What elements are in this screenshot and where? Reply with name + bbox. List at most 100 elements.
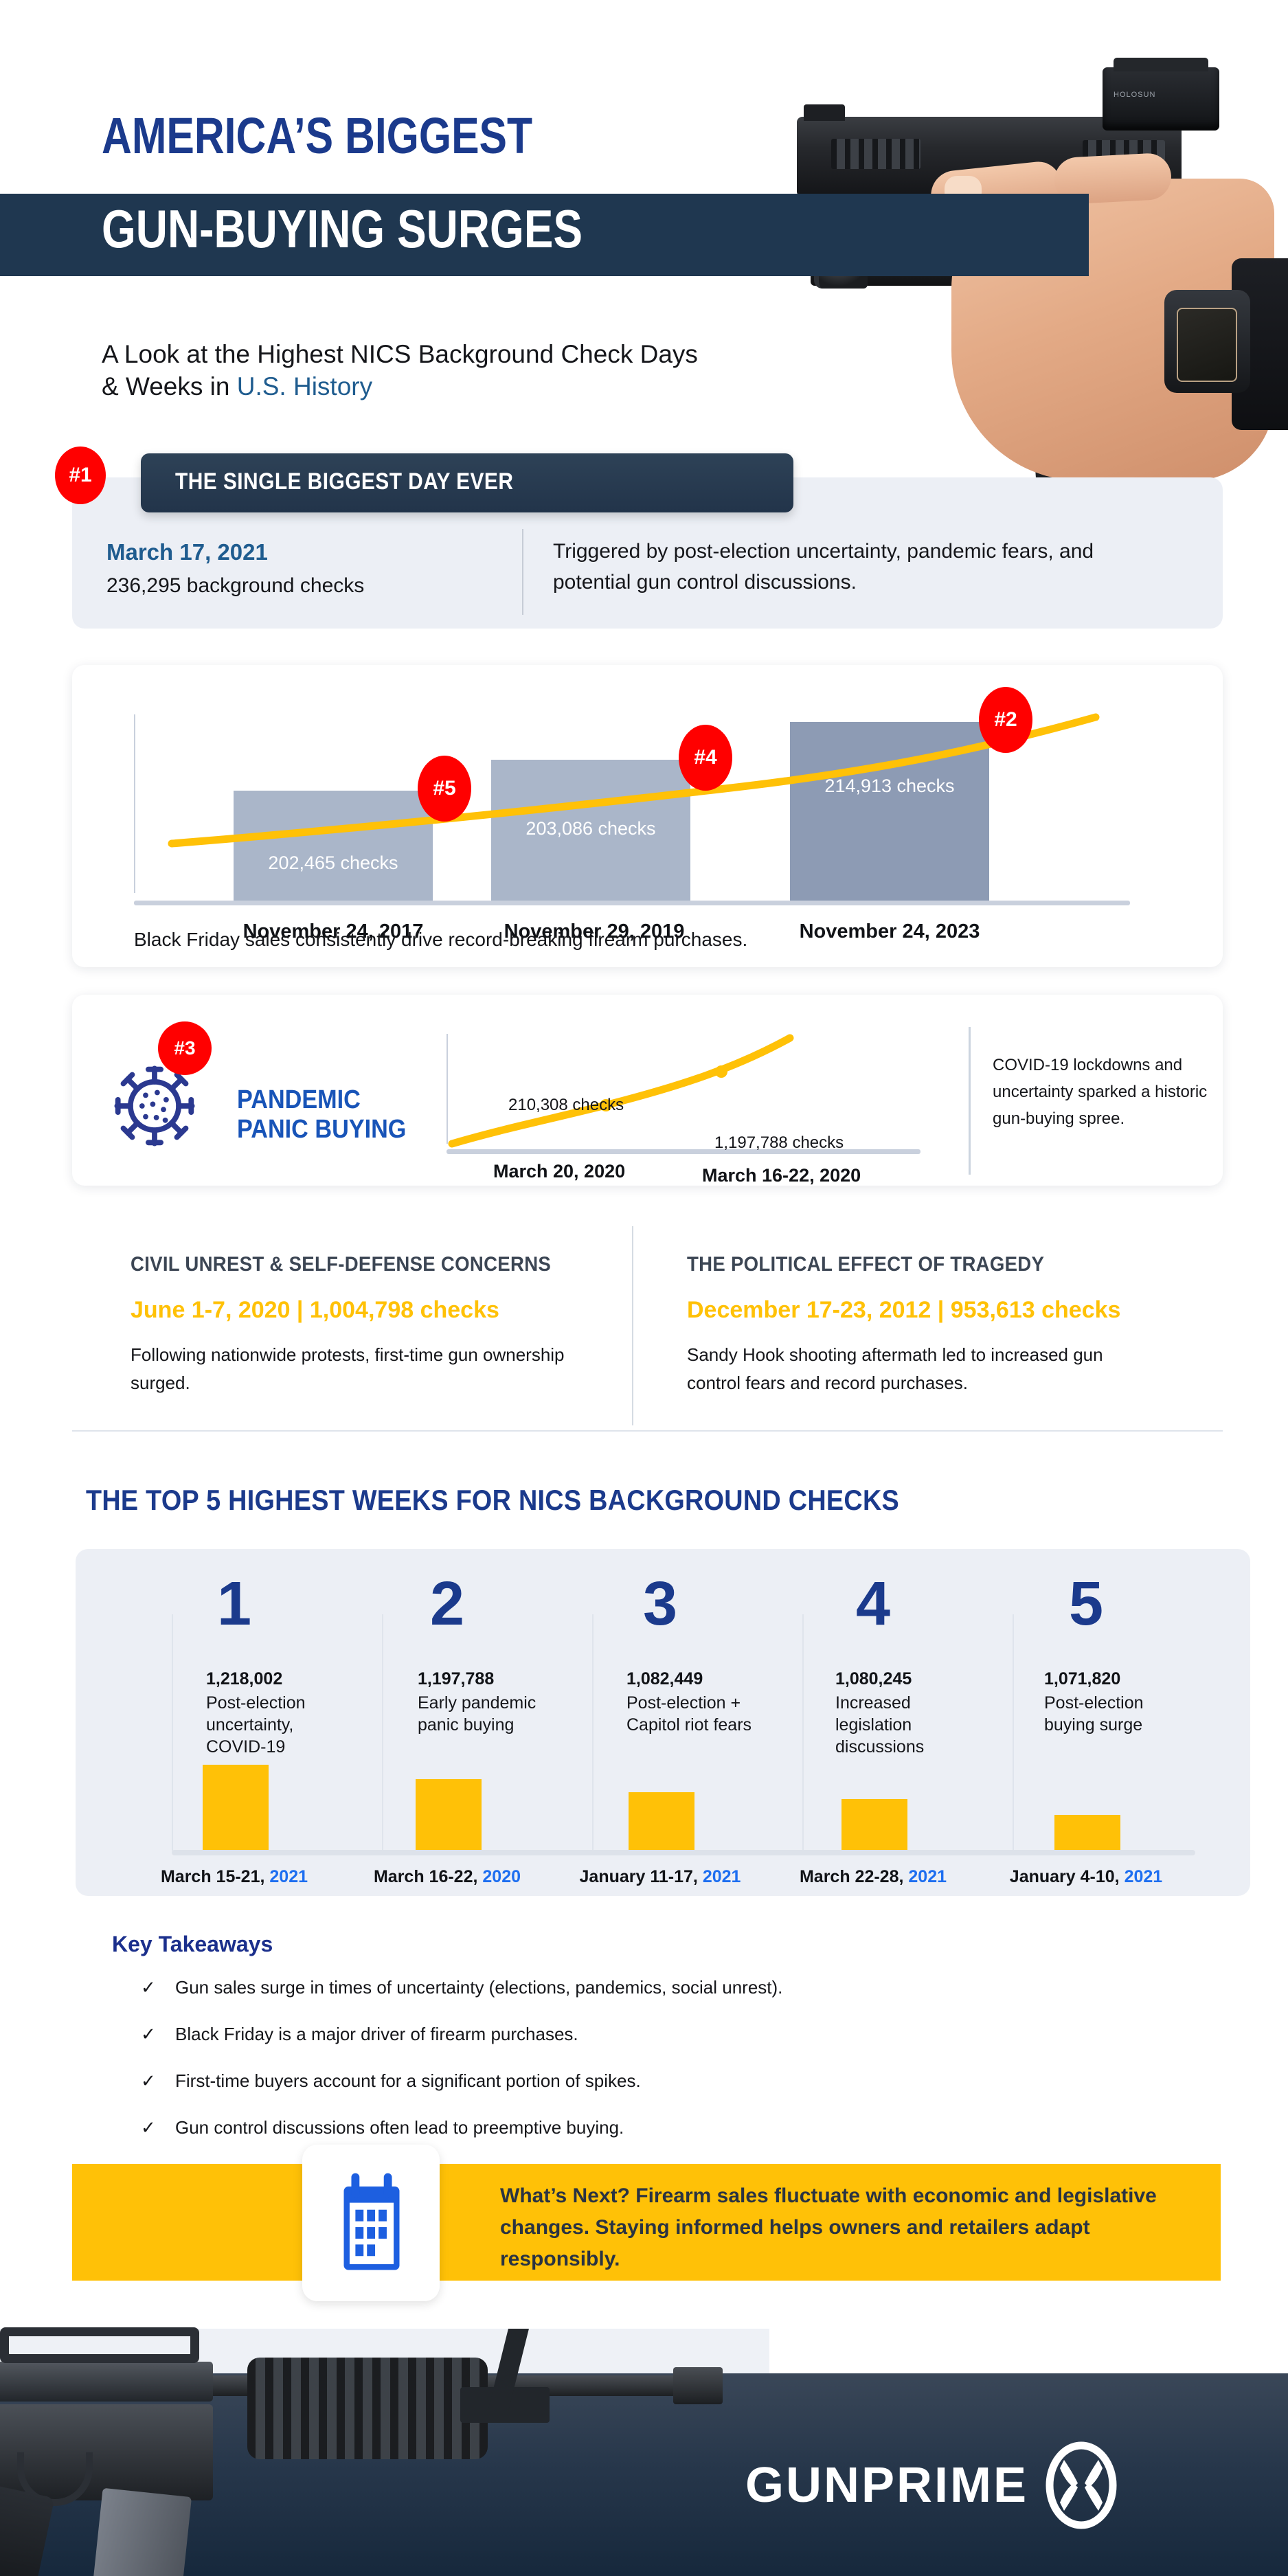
pandemic-chart bbox=[447, 1034, 927, 1154]
subtitle-accent: U.S. History bbox=[236, 372, 373, 401]
rank-badge-3: #3 bbox=[158, 1021, 212, 1075]
political-tragedy-heading: THE POLITICAL EFFECT OF TRAGEDY bbox=[687, 1253, 1045, 1276]
rifle-trigger-guard bbox=[17, 2452, 93, 2506]
top5-date-month-2: March 16-22, bbox=[373, 1867, 478, 1886]
black-friday-chart: 202,465 checks 203,086 checks 214,913 ch… bbox=[134, 706, 1151, 905]
top5-annotation-2: Early pandemic panic buying bbox=[418, 1693, 536, 1735]
top5-bar-wrap-1 bbox=[117, 1759, 352, 1851]
civil-unrest-stat: June 1-7, 2020 | 1,004,798 checks bbox=[131, 1297, 499, 1323]
title-navy-band bbox=[0, 194, 1089, 276]
coronavirus-icon bbox=[114, 1065, 195, 1146]
rifle-carry-handle bbox=[0, 2327, 199, 2363]
page-title-line-1: AMERICA’S BIGGEST bbox=[102, 107, 533, 164]
top5-column-4: 4 bbox=[756, 1549, 991, 1896]
biggest-day-divider bbox=[522, 529, 523, 615]
top5-bar-5 bbox=[1054, 1815, 1120, 1851]
page-title-line-2: GUN-BUYING SURGES bbox=[102, 199, 583, 259]
brand-name: GUNPRIME bbox=[745, 2458, 1029, 2513]
footer-bar bbox=[0, 2373, 1288, 2576]
top5-separator-5 bbox=[1013, 1614, 1014, 1851]
trendline bbox=[168, 713, 1100, 848]
top5-bar-1 bbox=[203, 1765, 269, 1851]
two-column-divider bbox=[632, 1226, 633, 1425]
top5-baseline-axis bbox=[172, 1850, 1195, 1855]
top5-bar-wrap-2 bbox=[330, 1759, 565, 1851]
top5-bar-2 bbox=[416, 1779, 482, 1851]
two-column-bottom-rule bbox=[72, 1430, 1223, 1432]
top5-bar-wrap-3 bbox=[543, 1759, 778, 1851]
top5-value-2: 1,197,788 bbox=[418, 1669, 495, 1688]
rifle-handguard bbox=[247, 2358, 488, 2459]
top5-bar-4 bbox=[841, 1799, 907, 1851]
top5-annotation-1: Post-election uncertainty, COVID-19 bbox=[206, 1693, 306, 1756]
rank-badge-5: #5 bbox=[418, 756, 471, 822]
calendar-icon bbox=[343, 2173, 400, 2270]
top5-separator-1 bbox=[172, 1614, 173, 1851]
top5-date-3: January 11-17, 2021 bbox=[543, 1867, 778, 1887]
top5-rank-4: 4 bbox=[855, 1570, 891, 1638]
red-dot-optic: HOLOSUN bbox=[1103, 58, 1219, 131]
top5-bar-wrap-5 bbox=[969, 1759, 1204, 1851]
bar-label-2017: 202,465 checks bbox=[268, 852, 398, 873]
pandemic-day-value: 210,308 checks bbox=[508, 1096, 624, 1114]
crosshair-logo-icon bbox=[1046, 2441, 1117, 2529]
date-label-2017: November 24, 2017 bbox=[242, 920, 424, 942]
check-icon: ✓ bbox=[141, 1977, 156, 1998]
rifle-upper-receiver bbox=[0, 2362, 213, 2402]
page-subtitle: A Look at the Highest NICS Background Ch… bbox=[102, 338, 720, 403]
check-icon: ✓ bbox=[141, 2024, 156, 2044]
key-takeaway-item-3: First-time buyers account for a signific… bbox=[175, 2070, 641, 2091]
biggest-day-ribbon-title: THE SINGLE BIGGEST DAY EVER bbox=[175, 468, 514, 495]
biggest-day-ribbon: THE SINGLE BIGGEST DAY EVER bbox=[141, 453, 793, 512]
biggest-day-date: March 17, 2021 bbox=[106, 539, 268, 565]
top5-date-1: March 15-21, 2021 bbox=[117, 1867, 352, 1887]
key-takeaway-item-4: Gun control discussions often lead to pr… bbox=[175, 2117, 624, 2138]
top5-section-title: THE TOP 5 HIGHEST WEEKS FOR NICS BACKGRO… bbox=[86, 1484, 900, 1516]
top5-date-month-1: March 15-21, bbox=[160, 1867, 265, 1886]
subtitle-main: A Look at the Highest NICS Background Ch… bbox=[102, 340, 698, 401]
key-takeaways-title: Key Takeaways bbox=[112, 1932, 273, 1956]
top5-bar-3 bbox=[629, 1792, 694, 1851]
black-friday-card: 202,465 checks 203,086 checks 214,913 ch… bbox=[72, 665, 1223, 967]
bar-2019: 203,086 checks bbox=[491, 760, 690, 901]
top5-rank-5: 5 bbox=[1068, 1570, 1104, 1638]
top5-column-3: 3 bbox=[543, 1549, 778, 1896]
top5-value-1: 1,218,002 bbox=[206, 1669, 283, 1688]
top5-separator-2 bbox=[382, 1614, 383, 1851]
rifle-magazine bbox=[89, 2487, 192, 2576]
whats-next-banner bbox=[72, 2164, 1221, 2281]
top5-date-month-4: March 22-28, bbox=[799, 1867, 904, 1886]
top5-annotation-4: Increased legislation discussions bbox=[835, 1693, 925, 1756]
top5-separator-4 bbox=[802, 1614, 804, 1851]
pistol-rear-sight bbox=[804, 104, 845, 121]
smart-watch bbox=[1164, 290, 1250, 393]
top5-annotation-5: Post-election buying surge bbox=[1044, 1693, 1144, 1735]
chart-y-axis bbox=[134, 714, 135, 893]
top5-column-2: 2 bbox=[330, 1549, 565, 1896]
top5-date-2: March 16-22, 2020 bbox=[330, 1867, 565, 1887]
top5-date-month-3: January 11-17, bbox=[579, 1867, 698, 1886]
top5-annotation-3: Post-election + Capitol riot fears bbox=[626, 1693, 752, 1735]
top5-rank-3: 3 bbox=[642, 1570, 678, 1638]
rifle-pistol-grip bbox=[0, 2484, 55, 2576]
pandemic-week-date: March 16-22, 2020 bbox=[702, 1165, 861, 1186]
top5-rank-2: 2 bbox=[429, 1570, 465, 1638]
top5-value-5: 1,071,820 bbox=[1044, 1669, 1121, 1688]
rank-badge-1: #1 bbox=[55, 447, 106, 504]
civil-unrest-heading: CIVIL UNREST & SELF-DEFENSE CONCERNS bbox=[131, 1253, 552, 1276]
pandemic-day-date: March 20, 2020 bbox=[493, 1161, 626, 1182]
top5-date-year-4: 2021 bbox=[908, 1867, 947, 1886]
top5-date-year-2: 2020 bbox=[482, 1867, 521, 1886]
date-label-2023: November 24, 2023 bbox=[799, 920, 980, 942]
pandemic-description: COVID-19 lockdowns and uncertainty spark… bbox=[993, 1056, 1208, 1128]
pandemic-week-value: 1,197,788 checks bbox=[714, 1133, 844, 1152]
top5-bar-wrap-4 bbox=[756, 1759, 991, 1851]
date-label-2019: November 29, 2019 bbox=[504, 920, 685, 942]
pandemic-divider bbox=[969, 1027, 971, 1175]
brand-logo: GUNPRIME bbox=[745, 2437, 1185, 2533]
top5-date-4: March 22-28, 2021 bbox=[756, 1867, 991, 1887]
rifle-photo bbox=[0, 2322, 749, 2576]
key-takeaway-item-2: Black Friday is a major driver of firear… bbox=[175, 2024, 578, 2044]
biggest-day-description: Triggered by post-election uncertainty, … bbox=[553, 540, 1094, 594]
